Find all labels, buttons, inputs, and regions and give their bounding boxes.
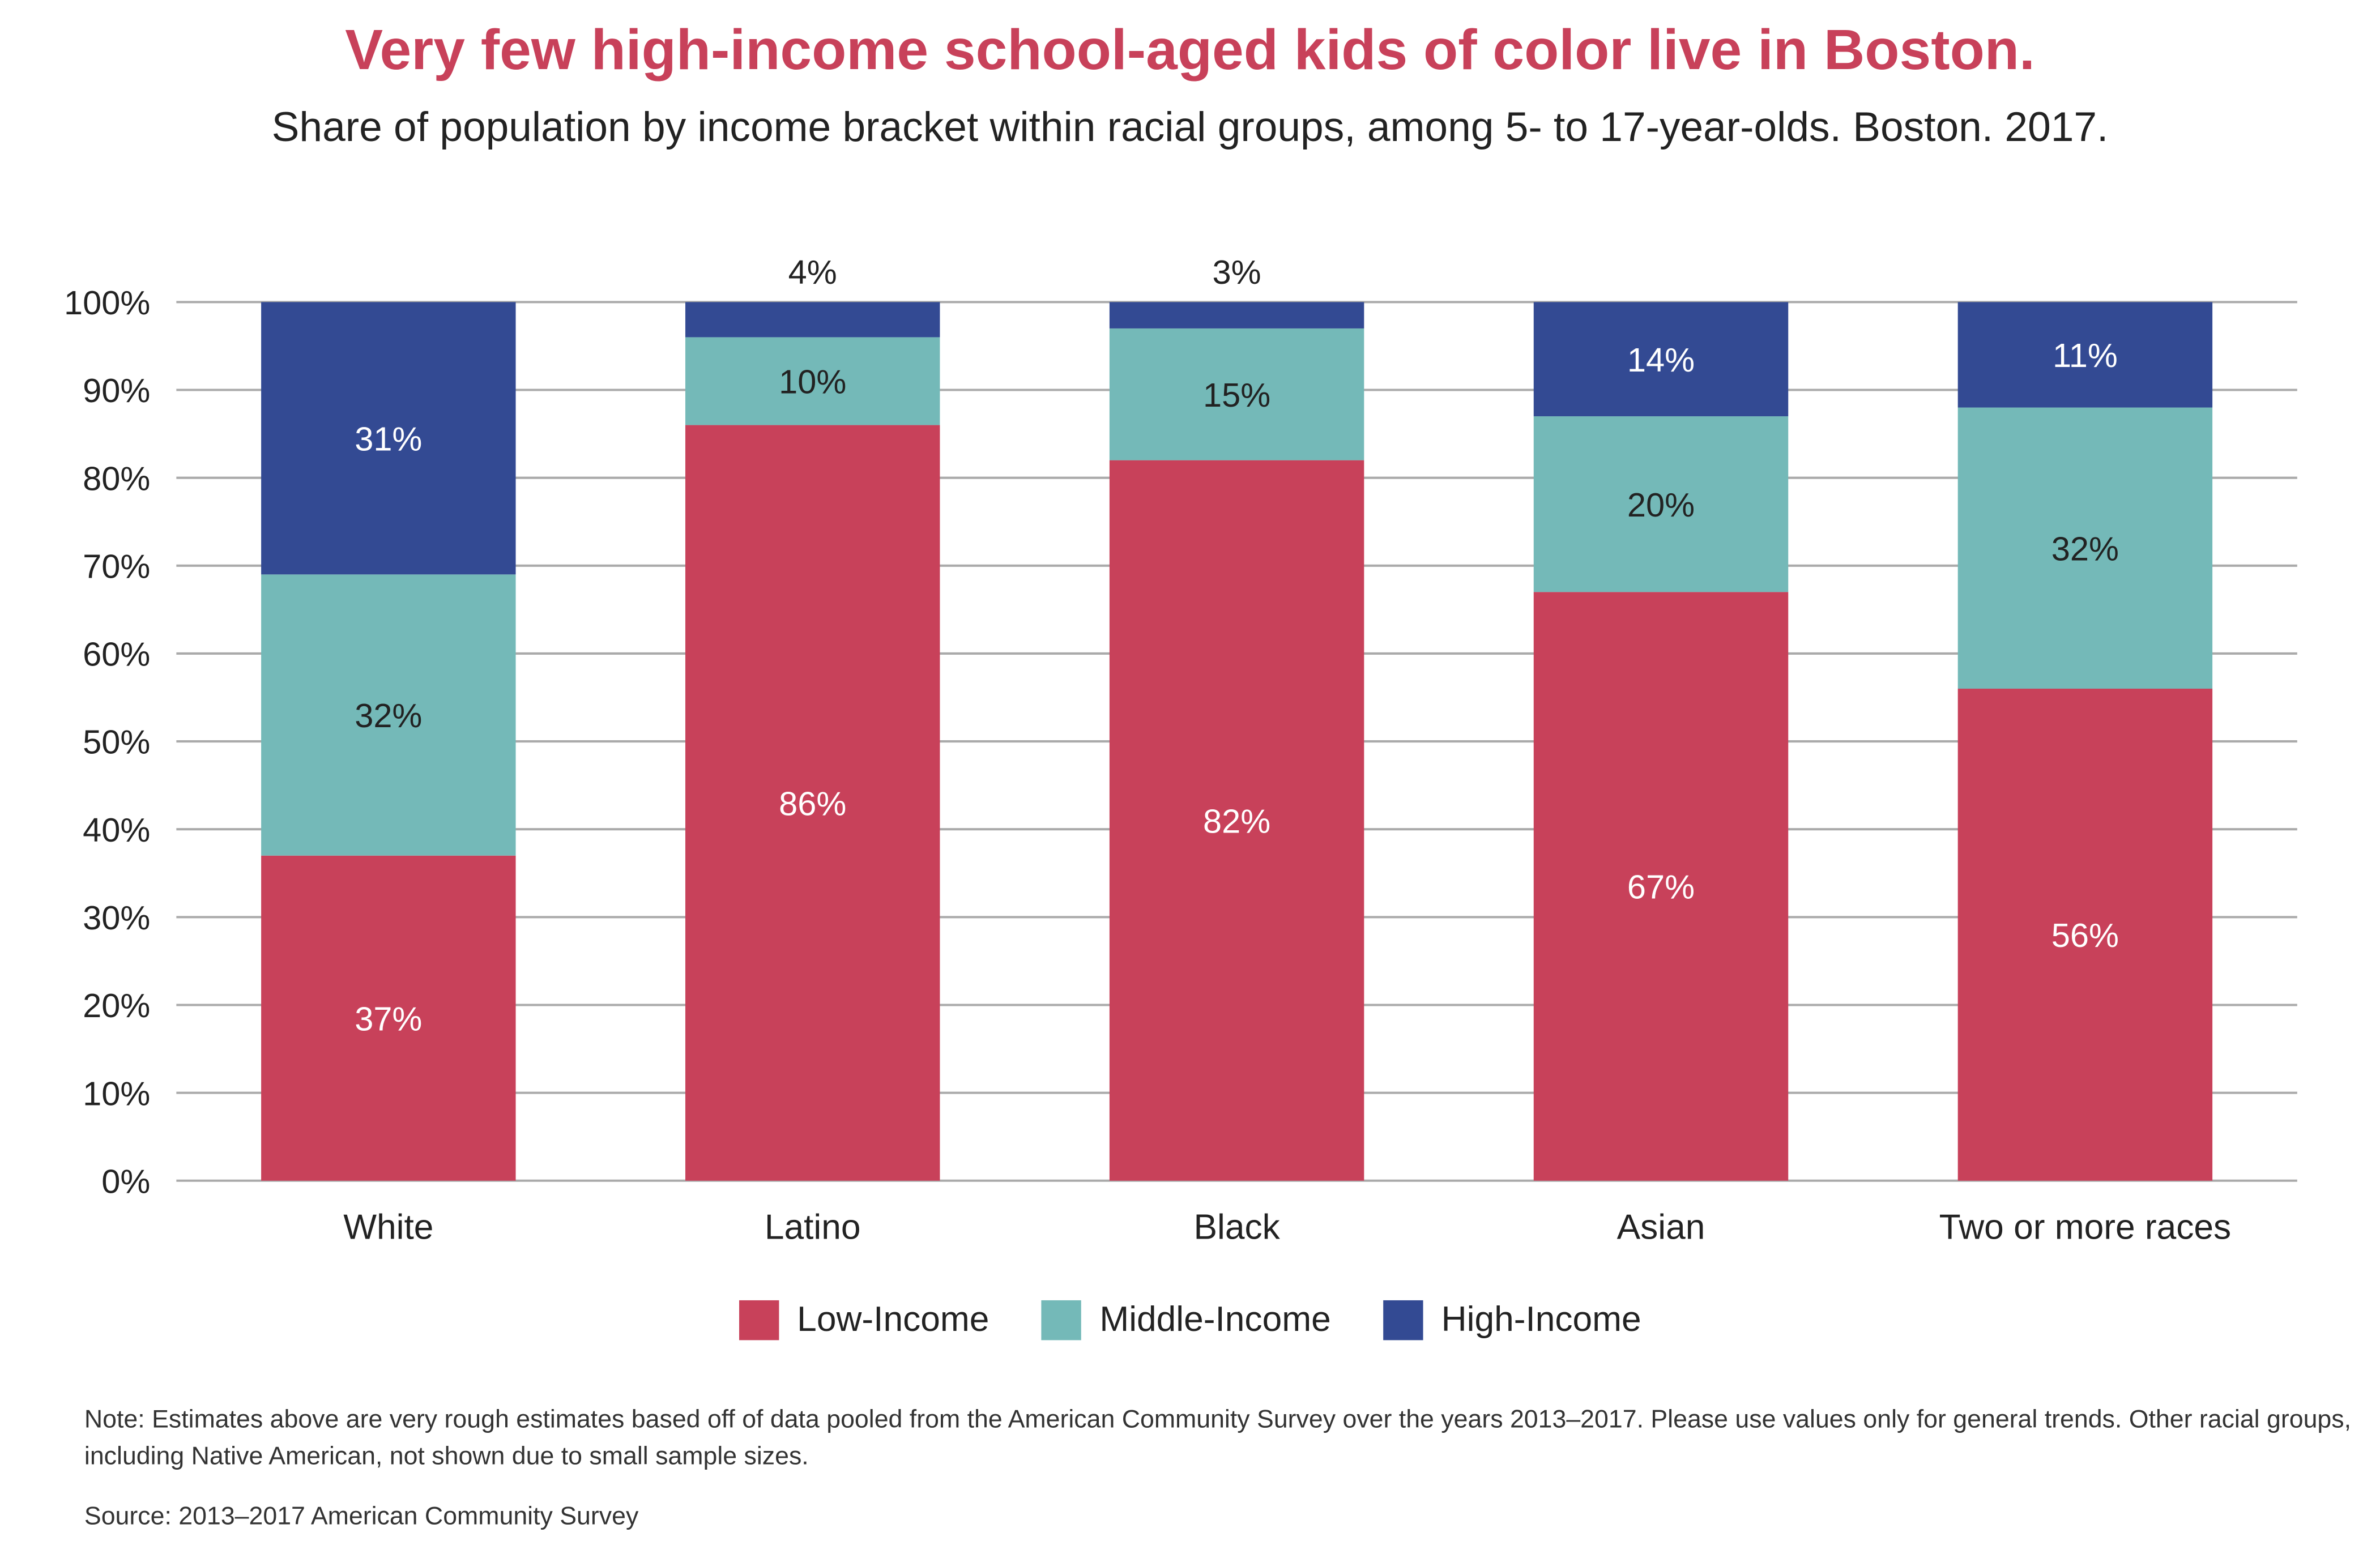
legend-swatch: [1041, 1299, 1081, 1340]
x-tick-label: White: [343, 1208, 433, 1247]
y-tick-label: 40%: [83, 811, 150, 849]
bar-segment: [1533, 302, 1789, 417]
data-label: 10%: [779, 363, 846, 401]
y-tick-label: 50%: [83, 723, 150, 761]
legend-label: Low-Income: [797, 1299, 989, 1339]
x-tick-label: Two or more races: [1939, 1208, 2232, 1247]
y-tick-label: 30%: [83, 899, 150, 937]
bar-segment: [685, 302, 940, 338]
data-label: 67%: [1627, 868, 1695, 906]
legend-label: Middle-Income: [1099, 1299, 1331, 1339]
data-label: 4%: [788, 253, 837, 291]
bar-segment: [1533, 416, 1789, 592]
data-label: 82%: [1203, 802, 1270, 840]
legend-label: High-Income: [1441, 1299, 1641, 1339]
chart-title: Very few high-income school-aged kids of…: [345, 18, 2035, 82]
footnote: Note: Estimates above are very rough est…: [84, 1406, 2352, 1471]
legend-item-high: High-Income: [1383, 1299, 1641, 1340]
y-tick-label: 80%: [83, 459, 150, 497]
data-label: 20%: [1627, 486, 1695, 524]
data-label: 3%: [1213, 253, 1261, 291]
y-tick-label: 20%: [83, 987, 150, 1025]
y-tick-label: 90%: [83, 372, 150, 409]
y-tick-label: 100%: [64, 284, 150, 322]
legend-item-middle: Middle-Income: [1041, 1299, 1331, 1340]
y-tick-label: 60%: [83, 635, 150, 673]
data-label: 14%: [1627, 341, 1695, 379]
data-label: 32%: [2051, 530, 2119, 567]
bar-segment: [1109, 460, 1364, 1181]
bar-segment: [685, 337, 940, 425]
data-label: 11%: [2053, 336, 2118, 374]
data-label: 15%: [1203, 376, 1270, 414]
y-tick-label: 10%: [83, 1074, 150, 1112]
data-label: 32%: [355, 697, 422, 735]
bar-segment: [261, 302, 516, 575]
bar-segment: [261, 855, 516, 1181]
bar-segment: [1957, 688, 2213, 1181]
legend-swatch: [1383, 1299, 1423, 1340]
x-tick-label: Black: [1193, 1208, 1280, 1247]
bar-segment: [1109, 302, 1364, 328]
bar-segment: [685, 425, 940, 1181]
source-note: Source: 2013–2017 American Community Sur…: [84, 1502, 639, 1531]
y-tick-label: 0%: [101, 1162, 150, 1200]
bar-segment: [1957, 302, 2213, 408]
bar-segment: [261, 574, 516, 856]
data-label: 86%: [779, 784, 846, 822]
chart-subtitle: Share of population by income bracket wi…: [271, 104, 2109, 151]
x-tick-label: Asian: [1617, 1208, 1705, 1247]
data-label: 31%: [355, 420, 422, 458]
data-label: 56%: [2051, 916, 2119, 954]
x-tick-label: Latino: [765, 1208, 861, 1247]
legend: Low-Income Middle-Income High-Income: [0, 1299, 2380, 1340]
bar-segment: [1533, 592, 1789, 1181]
legend-swatch: [739, 1299, 779, 1340]
legend-item-low: Low-Income: [739, 1299, 989, 1340]
y-tick-label: 70%: [83, 547, 150, 585]
bar-segment: [1109, 328, 1364, 460]
bar-segment: [1957, 407, 2213, 689]
data-label: 37%: [355, 1000, 422, 1038]
